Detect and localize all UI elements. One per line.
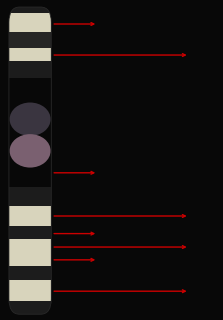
FancyBboxPatch shape — [9, 7, 51, 314]
Bar — [9, 157, 51, 187]
Bar — [9, 187, 51, 206]
Bar — [9, 266, 51, 280]
Bar — [9, 78, 51, 114]
Bar — [9, 253, 51, 266]
Bar — [9, 32, 51, 48]
Bar — [9, 226, 51, 239]
Bar — [9, 13, 51, 32]
Bar — [9, 239, 51, 253]
Ellipse shape — [10, 102, 51, 136]
Bar — [9, 48, 51, 61]
Bar — [9, 114, 51, 134]
Bar — [9, 61, 51, 78]
Ellipse shape — [10, 134, 51, 168]
Bar — [9, 280, 51, 301]
Bar — [9, 78, 51, 187]
Bar — [9, 206, 51, 226]
